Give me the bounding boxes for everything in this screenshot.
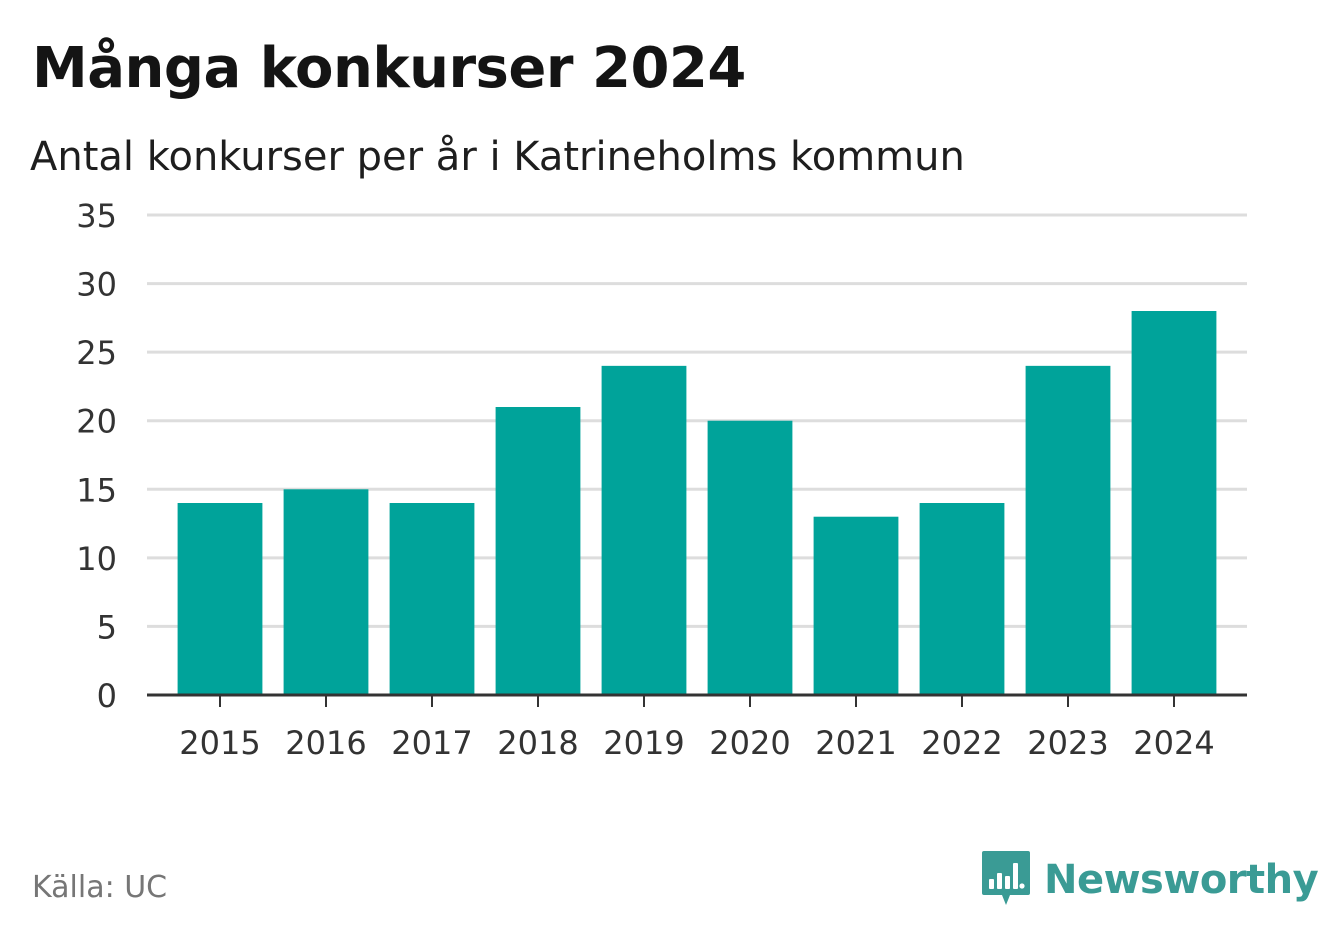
bar-2020 — [707, 420, 793, 695]
y-tick-label: 20 — [76, 403, 117, 441]
chart-subtitle: Antal konkurser per år i Katrineholms ko… — [30, 134, 965, 180]
y-tick-label: 0 — [97, 677, 117, 715]
bar-2022 — [919, 503, 1005, 695]
x-tick-label: 2019 — [603, 724, 684, 762]
x-tick-label: 2015 — [179, 724, 260, 762]
brand-name: Newsworthy — [1044, 857, 1319, 903]
bar-2017 — [389, 503, 475, 695]
y-tick-label: 25 — [76, 334, 117, 372]
bar-2016 — [283, 489, 369, 695]
y-tick-label: 10 — [76, 540, 117, 578]
bar-2024 — [1131, 311, 1217, 695]
x-tick-label: 2021 — [815, 724, 896, 762]
x-tick-label: 2016 — [285, 724, 366, 762]
y-tick-label: 15 — [76, 471, 117, 509]
bar-2015 — [177, 503, 263, 695]
y-tick-label: 30 — [76, 266, 117, 304]
bar-2023 — [1025, 365, 1111, 695]
x-tick-label: 2023 — [1027, 724, 1108, 762]
x-tick-label: 2022 — [921, 724, 1002, 762]
chart-title: Många konkurser 2024 — [32, 36, 746, 101]
newsworthy-logo-icon — [982, 851, 1030, 905]
x-tick-label: 2017 — [391, 724, 472, 762]
x-tick-label: 2020 — [709, 724, 790, 762]
bar-2019 — [601, 365, 687, 695]
bar-2021 — [813, 516, 899, 695]
y-tick-label: 5 — [97, 608, 117, 646]
y-tick-label: 35 — [76, 197, 117, 235]
x-axis-ticks: 2015 2016 2017 2018 2019 2020 2021 2022 2023 2024 — [179, 695, 1215, 762]
x-tick-label: 2024 — [1133, 724, 1214, 762]
bars — [177, 311, 1217, 695]
source-note: Källa: UC — [32, 870, 168, 905]
brand-block: Newsworthy — [980, 848, 1319, 912]
x-tick-label: 2018 — [497, 724, 578, 762]
y-axis-ticks: 0 5 10 15 20 25 30 35 — [76, 197, 117, 715]
bar-2018 — [495, 407, 581, 695]
